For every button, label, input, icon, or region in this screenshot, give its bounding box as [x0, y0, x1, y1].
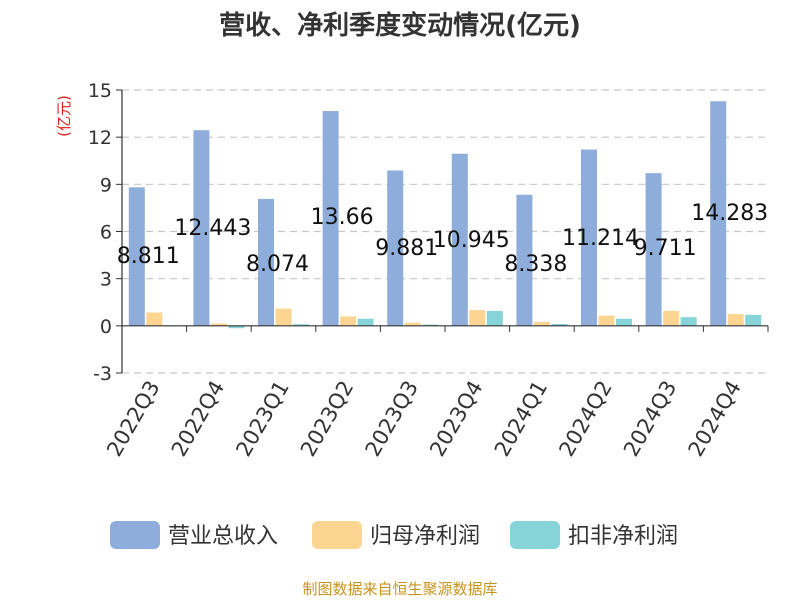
- bar-0-9: [710, 101, 727, 326]
- legend-label: 扣非净利润: [568, 524, 678, 549]
- data-label: 13.66: [311, 205, 374, 230]
- x-tick-label: 2022Q3: [102, 377, 164, 461]
- y-axis-ticks: -3 0 3 6 9 12 15: [88, 80, 122, 385]
- data-label: 12.443: [174, 216, 251, 241]
- legend: 营业总收入 归母净利润 扣非净利润: [110, 521, 678, 549]
- bar-0-7: [581, 149, 597, 326]
- bars: [128, 101, 762, 329]
- y-axis-unit: (亿元): [55, 95, 73, 137]
- x-axis-ticks: 2022Q3 2022Q4 2023Q1 2023Q2 2023Q3 2023Q4 2024…: [102, 377, 746, 461]
- bar-2-5: [486, 310, 503, 326]
- bar-2-9: [745, 314, 762, 326]
- data-label: 8.811: [117, 244, 180, 269]
- bar-2-7: [616, 318, 632, 326]
- bar-0-0: [128, 187, 145, 326]
- bar-2-4: [422, 324, 439, 326]
- data-label: 8.338: [504, 252, 567, 277]
- x-tick-label: 2024Q3: [619, 377, 681, 461]
- legend-swatch: [510, 521, 560, 549]
- axes: [121, 90, 769, 373]
- bar-0-2: [258, 198, 274, 326]
- y-tick-label: 9: [100, 174, 112, 196]
- legend-swatch: [110, 521, 160, 549]
- data-labels: 8.811 12.443 8.07413.669.88110.9458.33811.…: [117, 201, 768, 277]
- x-tick-label: 2022Q4: [167, 377, 229, 461]
- data-label: 9.711: [634, 236, 697, 261]
- bar-2-8: [680, 317, 697, 326]
- x-tick-label: 2023Q1: [231, 377, 293, 461]
- legend-swatch: [312, 521, 362, 549]
- bar-0-1: [193, 130, 210, 326]
- y-tick-label: 3: [100, 269, 112, 291]
- bar-2-6: [551, 323, 568, 326]
- bar-1-5: [469, 310, 486, 326]
- bar-1-2: [275, 308, 292, 326]
- data-label: 10.945: [433, 228, 510, 253]
- bar-0-6: [516, 194, 533, 326]
- bar-1-1: [210, 323, 227, 326]
- bar-1-9: [727, 314, 744, 326]
- bar-1-6: [533, 321, 550, 326]
- y-tick-label: -3: [93, 363, 112, 385]
- y-tick-label: 15: [88, 80, 112, 102]
- bar-1-3: [340, 316, 357, 326]
- bar-0-5: [451, 153, 468, 326]
- y-tick-label: 12: [88, 127, 112, 149]
- legend-label: 归母净利润: [370, 524, 480, 549]
- y-tick-label: 6: [100, 222, 112, 244]
- x-tick-label: 2024Q1: [490, 377, 552, 461]
- x-tick-label: 2023Q4: [425, 377, 487, 461]
- source-note: 制图数据来自恒生聚源数据库: [302, 580, 497, 598]
- bar-1-7: [598, 315, 615, 326]
- bar-0-4: [387, 170, 404, 326]
- bar-2-1: [228, 325, 245, 329]
- bar-1-8: [663, 310, 680, 326]
- bar-2-2: [293, 324, 309, 326]
- bar-0-8: [645, 173, 662, 326]
- x-tick-label: 2023Q3: [361, 377, 423, 461]
- y-tick-label: 0: [100, 316, 112, 338]
- bar-0-3: [322, 111, 339, 326]
- data-label: 9.881: [375, 236, 438, 261]
- data-label: 14.283: [691, 201, 768, 226]
- x-tick-label: 2023Q2: [296, 377, 358, 461]
- data-label: 11.214: [562, 226, 639, 251]
- bar-1-0: [146, 312, 163, 326]
- bar-1-4: [404, 322, 421, 326]
- data-label: 8.074: [246, 252, 309, 277]
- x-tick-label: 2024Q4: [684, 377, 746, 461]
- bar-2-3: [357, 318, 374, 326]
- chart-title: 营收、净利季度变动情况(亿元): [219, 10, 581, 41]
- x-tick-label: 2024Q2: [554, 377, 616, 461]
- legend-label: 营业总收入: [168, 524, 278, 549]
